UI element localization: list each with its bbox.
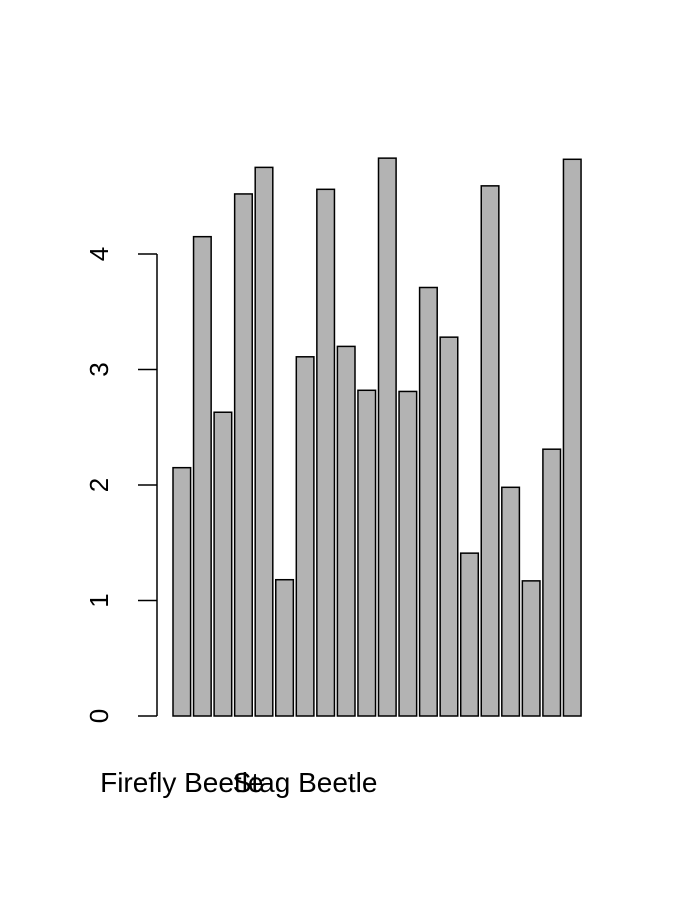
bar	[233, 193, 253, 717]
x-tick-label: Firefly Beetle	[100, 767, 263, 798]
x-tick-label: Stag Beetle	[233, 767, 378, 798]
bar	[562, 158, 582, 717]
y-tick-label: 0	[84, 709, 114, 723]
y-tick-label: 1	[84, 593, 114, 607]
bar	[418, 286, 438, 717]
bar	[357, 389, 377, 717]
bar	[213, 411, 233, 717]
bar	[336, 345, 356, 717]
bar	[459, 552, 480, 717]
bar	[439, 336, 459, 717]
bar	[275, 578, 295, 717]
y-axis: 0 1 2 3 4	[84, 247, 158, 723]
y-tick-label: 2	[84, 478, 114, 492]
bar	[377, 157, 397, 717]
bar	[192, 235, 212, 717]
bar	[254, 166, 274, 717]
bar	[316, 188, 336, 717]
bar	[295, 356, 315, 717]
bars	[172, 157, 582, 717]
bar	[172, 466, 192, 717]
bar	[501, 486, 521, 717]
y-tick-label: 3	[84, 362, 114, 376]
y-tick-label: 4	[84, 247, 114, 261]
bar	[521, 580, 541, 717]
bar	[542, 448, 562, 717]
bar	[398, 390, 418, 717]
bar	[480, 185, 500, 717]
